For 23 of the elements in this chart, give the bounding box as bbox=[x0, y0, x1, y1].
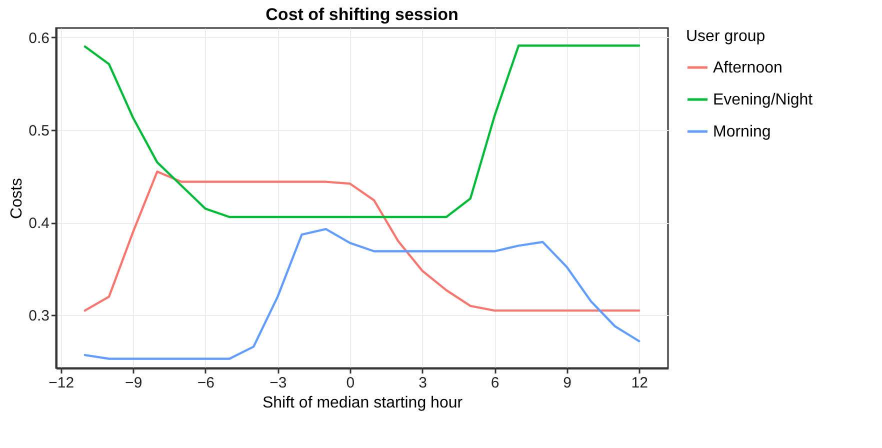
y-axis-title: Costs bbox=[8, 178, 26, 219]
legend-label: Evening/Night bbox=[713, 92, 814, 108]
x-tick-label: −12 bbox=[48, 374, 74, 392]
x-tick-label: −9 bbox=[125, 374, 142, 392]
y-tick-label: 0.3 bbox=[28, 308, 50, 325]
x-tick-label: −6 bbox=[197, 374, 214, 392]
legend-label: Afternoon bbox=[713, 60, 782, 76]
legend-title: User group bbox=[686, 28, 766, 45]
x-axis-title: Shift of median starting hour bbox=[262, 394, 464, 412]
x-tick-label: 3 bbox=[418, 374, 427, 392]
line-series bbox=[84, 44, 640, 218]
x-tick-label: 6 bbox=[490, 374, 500, 392]
line-series bbox=[84, 170, 640, 312]
x-tick-label: 12 bbox=[631, 374, 648, 392]
chart-title: Cost of shifting session bbox=[266, 5, 458, 24]
y-tick-label: 0.5 bbox=[28, 122, 50, 140]
y-tick-label: 0.4 bbox=[28, 215, 50, 232]
legend-label: Morning bbox=[713, 124, 771, 140]
y-tick-label: 0.6 bbox=[28, 30, 50, 47]
x-tick-label: 0 bbox=[346, 374, 355, 392]
x-tick-label: 9 bbox=[563, 374, 572, 392]
line-series bbox=[84, 228, 640, 360]
x-tick-label: −3 bbox=[270, 374, 287, 392]
